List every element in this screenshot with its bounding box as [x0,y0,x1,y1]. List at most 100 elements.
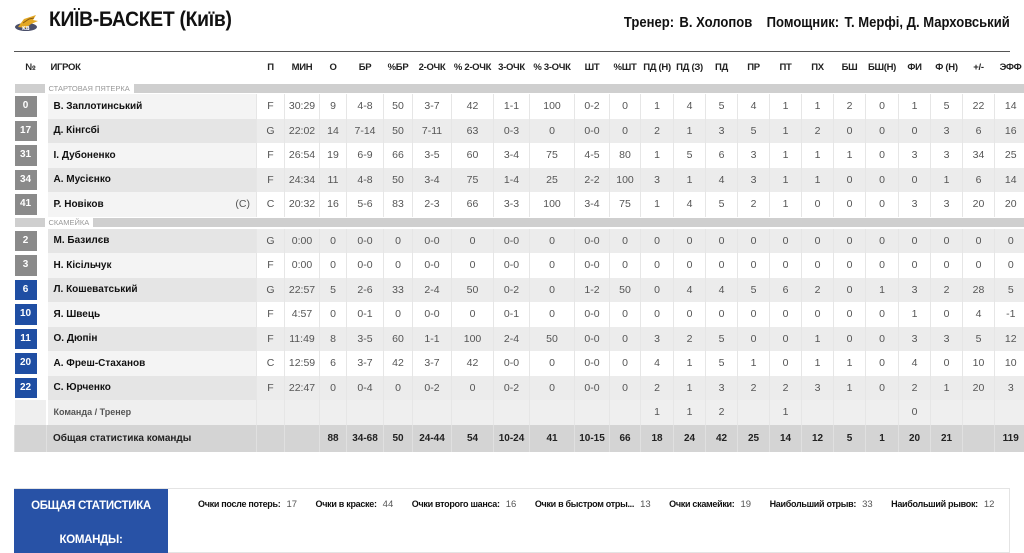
player-name-text[interactable]: Л. Кошеватський [53,284,138,296]
player-row[interactable]: 31 І. Дубоненко F 26:54 19 6-9 66 3-5 60 3-4 75 4-5… [14,143,1024,168]
stat-cell: 0 [769,326,802,351]
stat-cell: 1 [673,167,706,192]
stat-cell: 0 [640,253,674,278]
column-header[interactable]: ПД (Н) [643,61,671,73]
player-name-text[interactable]: М. Базилєв [53,235,110,247]
stat-cell [529,400,575,425]
player-name-text[interactable]: А. Мусієнко [53,174,111,186]
stat-cell: 2 [801,277,834,302]
stat-cell: 0 [801,253,834,278]
column-header[interactable]: %БР [387,61,409,73]
stat-cell: 1 [930,375,963,400]
player-number-badge: 41 [14,194,37,215]
stat-cell: 0 [930,228,963,253]
player-name[interactable]: А. Фреш-Стаханов [45,351,257,376]
player-row[interactable]: 6 Л. Кошеватський G 22:57 5 2-6 33 2-4 50 0-2 0 1-2… [14,277,1024,302]
player-name[interactable]: С. Юрченко [45,375,257,400]
stat-cell: 0 [529,302,575,327]
stat-cell: 0-0 [493,253,530,278]
player-name[interactable]: Н. Кісільчук [45,253,257,278]
player-name-text[interactable]: Д. Кінгсбі [53,125,100,137]
stat-cell: 4 [705,167,738,192]
stat-cell: 0 [801,192,834,217]
stat-cell: 6 [962,118,995,143]
player-name[interactable]: А. Мусієнко [45,167,257,192]
stat-cell: 3 [801,375,834,400]
player-row[interactable]: 17 Д. Кінгсбі G 22:02 14 7-14 50 7-11 63 0-3 0 0-0 0… [14,118,1024,143]
stat-cell: F [256,375,285,400]
player-name-text[interactable]: В. Заплотинський [53,100,143,112]
player-row[interactable]: 2 М. Базилєв G 0:00 0 0-0 0 0-0 0 0-0 0 0-0 0 0 0 0 0 0 0 0… [14,228,1024,253]
column-header[interactable]: ЭФФ [999,61,1022,73]
player-name[interactable]: Р. Новіков (C) [45,192,257,217]
player-row[interactable]: 3 Н. Кісільчук F 0:00 0 0-0 0 0-0 0 0-0 0 0-0 0 0 0 0 0 0… [14,253,1024,278]
stat-cell: 4 [673,94,706,119]
column-header[interactable]: 3-ОЧК [498,61,525,73]
player-name-text[interactable]: С. Юрченко [53,382,111,394]
stat-cell: 24-44 [412,424,452,452]
column-header[interactable]: БШ(Н) [867,61,897,73]
column-header[interactable]: % 3-ОЧК [533,61,571,73]
stat-cell: 0 [801,228,834,253]
player-row[interactable]: 20 А. Фреш-Стаханов C 12:59 6 3-7 42 3-7 42 0-0 0 0… [14,351,1024,376]
coaching-staff: Тренер: В. Холопов Помощник: Т. Мерфі, Д. М… [624,15,1010,31]
stat-cell: 75 [529,143,575,168]
table-header-row: № ИГРОК П МИН О БР %БР 2-ОЧК % 2-ОЧК 3-ОЧК % 3-ОЧК… [15,52,1024,82]
column-header[interactable]: ПТ [779,61,792,73]
stat-cell: 50 [383,118,413,143]
player-name-text[interactable]: Я. Швець [53,308,101,320]
summary-item: Очки в быстром отры... 13 [535,499,651,510]
player-name[interactable]: Л. Кошеватський [45,277,257,302]
stat-cell [962,424,995,452]
player-name-text[interactable]: А. Фреш-Стаханов [53,357,146,369]
column-header[interactable]: 2-ОЧК [418,61,446,73]
column-header[interactable]: ФИ [907,61,922,73]
stat-cell: F [256,253,285,278]
stat-cell: 3 [930,143,963,168]
player-name-text[interactable]: О. Дюпін [53,333,98,345]
player-name-text[interactable]: Н. Кісільчук [53,259,112,271]
column-header[interactable]: БР [358,61,372,73]
column-header[interactable]: ИГРОК [50,61,81,73]
stat-cell: 12:59 [284,351,320,376]
stat-cell: 5 [737,118,770,143]
player-name[interactable]: М. Базилєв [45,228,257,253]
player-name[interactable]: В. Заплотинський [45,94,257,119]
column-header[interactable]: %ШТ [613,61,637,73]
player-row[interactable]: 10 Я. Швець F 4:57 0 0-1 0 0-0 0 0-1 0 0-0 0 0 0 0 0 0 0 0 0… [14,302,1024,327]
column-header[interactable]: № [25,61,36,73]
column-header[interactable]: ПД (З) [676,61,703,73]
column-header[interactable]: МИН [291,61,313,73]
player-name[interactable]: Я. Швець [45,302,257,327]
column-header[interactable]: ШТ [584,61,600,73]
column-header[interactable]: О [329,61,337,73]
player-name[interactable]: І. Дубоненко [45,143,257,168]
stat-cell: 0 [640,302,674,327]
player-name-text[interactable]: І. Дубоненко [53,149,116,161]
stat-cell: 0-0 [574,228,610,253]
stat-cell: 1 [673,118,706,143]
stat-cell: 6 [769,277,802,302]
player-row[interactable]: 0 В. Заплотинський F 30:29 9 4-8 50 3-7 42 1-1 100… [14,94,1024,119]
stat-cell: 0 [737,302,770,327]
stat-cell: 1-4 [493,167,530,192]
column-header[interactable]: ПД [715,61,728,73]
player-row[interactable]: 34 А. Мусієнко F 24:34 11 4-8 50 3-4 75 1-4 25 2-2 1… [14,167,1024,192]
column-header[interactable]: +/- [973,61,984,73]
player-name[interactable]: Д. Кінгсбі [45,118,257,143]
column-header[interactable]: ПР [747,61,760,73]
player-name-text[interactable]: Р. Новіков [53,198,104,210]
column-header[interactable]: Ф (Н) [935,61,958,73]
player-name[interactable]: О. Дюпін [45,326,257,351]
player-row[interactable]: 41 Р. Новіков (C) C 20:32 16 5-6 83 2-3 66 3-3 100 3… [14,192,1024,217]
summary-label: Наибольший рывок: [891,499,978,509]
player-row[interactable]: 22 С. Юрченко F 22:47 0 0-4 0 0-2 0 0-2 0 0-0 0 2 1 3 2 2… [14,375,1024,400]
column-header[interactable]: % 2-ОЧК [453,61,492,73]
column-header[interactable]: БШ [841,61,858,73]
stat-cell [962,400,995,425]
stat-cell: 2-4 [493,326,530,351]
stat-cell: F [256,143,285,168]
column-header[interactable]: ПХ [811,61,824,73]
column-header[interactable]: П [267,61,274,73]
player-row[interactable]: 11 О. Дюпін F 11:49 8 3-5 60 1-1 100 2-4 50 0-0 0 3 2 5… [14,326,1024,351]
